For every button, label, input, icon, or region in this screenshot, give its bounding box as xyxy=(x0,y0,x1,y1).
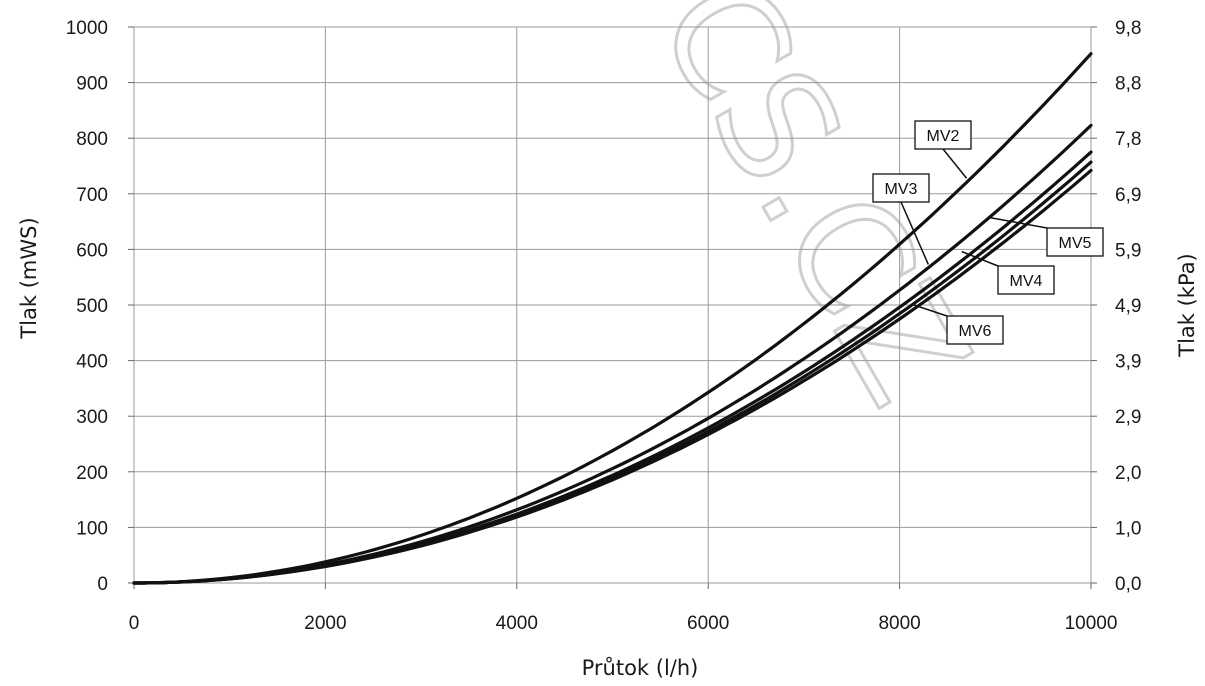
y2-tick-label: 9,8 xyxy=(1115,18,1141,39)
label-leader-mv6 xyxy=(913,304,948,317)
label-leader-mv3 xyxy=(900,201,929,265)
x-tick-label: 10000 xyxy=(1065,613,1118,634)
y2-tick-label: 8,8 xyxy=(1115,74,1141,95)
x-tick-label: 4000 xyxy=(496,613,538,634)
y-tick-label: 400 xyxy=(76,352,108,373)
y2-tick-label: 0,0 xyxy=(1115,574,1141,595)
label-box-mv4 xyxy=(997,265,1055,295)
y-tick-label: 500 xyxy=(76,296,108,317)
grid xyxy=(133,26,1092,584)
y-tick-label: 1000 xyxy=(66,18,108,39)
y-tick-label: 100 xyxy=(76,518,108,539)
series-label-mv6: MV6 xyxy=(959,323,992,340)
x-tick-label: 8000 xyxy=(878,613,920,634)
label-box-mv5 xyxy=(1046,227,1104,257)
y-tick-label: 900 xyxy=(76,74,108,95)
y2-tick-label: 2,0 xyxy=(1115,463,1141,484)
label-box-mv6 xyxy=(946,315,1004,345)
y-tick-label: 0 xyxy=(97,574,108,595)
y2-axis-title: Tlak (kPa) xyxy=(1175,253,1199,358)
label-leader-mv2 xyxy=(942,148,968,179)
y2-tick-label: 1,0 xyxy=(1115,518,1141,539)
y-tick-label: 200 xyxy=(76,463,108,484)
y-tick-label: 800 xyxy=(76,129,108,150)
series-labels: MV2 MV3 MV5 MV4 MV6 xyxy=(872,120,1104,345)
series-label-mv3: MV3 xyxy=(885,181,918,198)
series-label-mv4: MV4 xyxy=(1010,273,1043,290)
y2-tick-label: 5,9 xyxy=(1115,240,1141,261)
y-tick-label: 700 xyxy=(76,185,108,206)
y-axis-title: Tlak (mWS) xyxy=(17,217,41,339)
y-tick-label: 600 xyxy=(76,240,108,261)
label-leader-mv4 xyxy=(961,250,999,267)
y2-tick-label: 6,9 xyxy=(1115,185,1141,206)
label-box-mv3 xyxy=(872,173,930,203)
y2-tick-label: 7,8 xyxy=(1115,129,1141,150)
y2-tick-label: 2,9 xyxy=(1115,407,1141,428)
series-line-mv6 xyxy=(132,168,1093,585)
series-label-mv2: MV2 xyxy=(927,128,960,145)
series-line-mv2 xyxy=(132,52,1093,585)
series-lines xyxy=(132,52,1093,585)
y2-tick-label: 4,9 xyxy=(1115,296,1141,317)
x-tick-label: 6000 xyxy=(687,613,729,634)
label-box-mv2 xyxy=(914,120,972,150)
x-tick-label: 0 xyxy=(129,613,140,634)
series-label-mv5: MV5 xyxy=(1059,235,1092,252)
axes: 0 0,0 100 1,0 200 2,0 300 2,9 400 3,9 500 4,9 600 5,9… xyxy=(66,18,1142,634)
label-leader-mv5 xyxy=(990,216,1048,229)
x-axis-title: Průtok (l/h) xyxy=(582,656,699,680)
y2-tick-label: 3,9 xyxy=(1115,352,1141,373)
y-tick-label: 300 xyxy=(76,407,108,428)
x-tick-label: 2000 xyxy=(304,613,346,634)
